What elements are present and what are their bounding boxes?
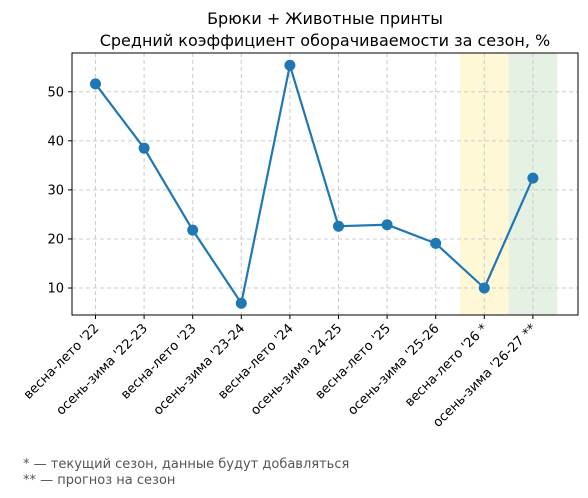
- data-point-4: [284, 59, 296, 71]
- chart-title-line-1: Брюки + Животные принты: [207, 9, 443, 28]
- footnote-current-season: * — текущий сезон, данные будут добавлят…: [23, 457, 350, 472]
- data-point-3: [235, 297, 247, 309]
- data-point-9: [527, 172, 539, 184]
- data-point-6: [381, 219, 393, 231]
- footnote-forecast: ** — прогноз на сезон: [23, 473, 176, 488]
- highlight-bands: [460, 53, 558, 315]
- x-tick-label-8: весна-лето '26 *: [402, 321, 491, 410]
- y-tick-label-30: 30: [47, 183, 64, 198]
- y-tick-label-50: 50: [47, 85, 64, 100]
- highlight-band-2: [508, 53, 558, 315]
- y-tick-label-40: 40: [47, 134, 64, 149]
- axes: [68, 52, 579, 319]
- data-point-2: [187, 224, 199, 236]
- y-tick-label-10: 10: [47, 282, 64, 297]
- chart-title-line-2: Средний коэффициент оборачиваемости за с…: [100, 31, 551, 50]
- data-point-0: [90, 78, 101, 90]
- data-point-5: [333, 220, 344, 232]
- series-line-0: [94, 64, 534, 305]
- data-point-1: [138, 142, 150, 154]
- highlight-band-1: [460, 53, 509, 315]
- series-line-group: [90, 59, 539, 309]
- grid: [72, 53, 578, 315]
- plot-frame: [71, 52, 579, 316]
- x-tick-label-5: осень-зима '24-25: [248, 321, 345, 418]
- y-tick-label-20: 20: [47, 232, 64, 247]
- x-tick-label-3: осень-зима '23-24: [151, 321, 248, 418]
- x-tick-label-1: осень-зима '22-23: [54, 321, 151, 418]
- data-point-7: [430, 237, 442, 249]
- x-tick-label-7: осень-зима '25-26: [345, 321, 442, 418]
- data-point-8: [478, 282, 490, 294]
